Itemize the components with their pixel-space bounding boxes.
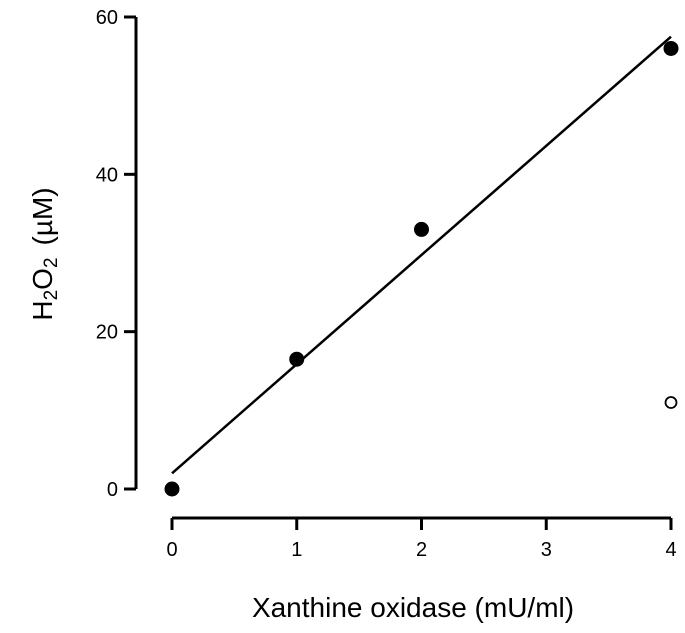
fit-line-group [171,35,672,475]
x-tick-label-2: 2 [416,539,427,561]
data-points [164,40,679,497]
y-title-unit: (µM) [27,187,58,245]
x-axis-title: Xanthine oxidase (mU/ml) [252,592,574,623]
filled-point-0 [164,481,180,497]
filled-point-1 [289,351,305,367]
y-tick-label-60: 60 [96,7,118,29]
filled-point-2 [414,221,429,237]
y-tick-label-40: 40 [96,164,118,186]
y-title-sub2: 2 [41,257,62,268]
y-tick-label-20: 20 [96,322,118,344]
y-title-o: O [27,268,58,290]
svg-text:H2O2(µM): H2O2(µM) [27,187,62,320]
open-point-0 [664,396,678,409]
x-tick-label-4: 4 [665,539,676,561]
axes [124,15,673,530]
x-tick-label-0: 0 [166,539,177,561]
tick-labels: 0 20 40 60 0 1 2 3 4 [96,7,677,561]
y-tick-label-0: 0 [107,479,118,501]
filled-point-3 [663,40,679,56]
y-axis-title: H2O2(µM) [27,187,62,320]
y-title-h: H [27,300,58,320]
x-tick-label-1: 1 [291,539,302,561]
fit-line [171,35,672,475]
y-title-sub1: 2 [41,290,62,301]
x-tick-label-3: 3 [541,539,552,561]
